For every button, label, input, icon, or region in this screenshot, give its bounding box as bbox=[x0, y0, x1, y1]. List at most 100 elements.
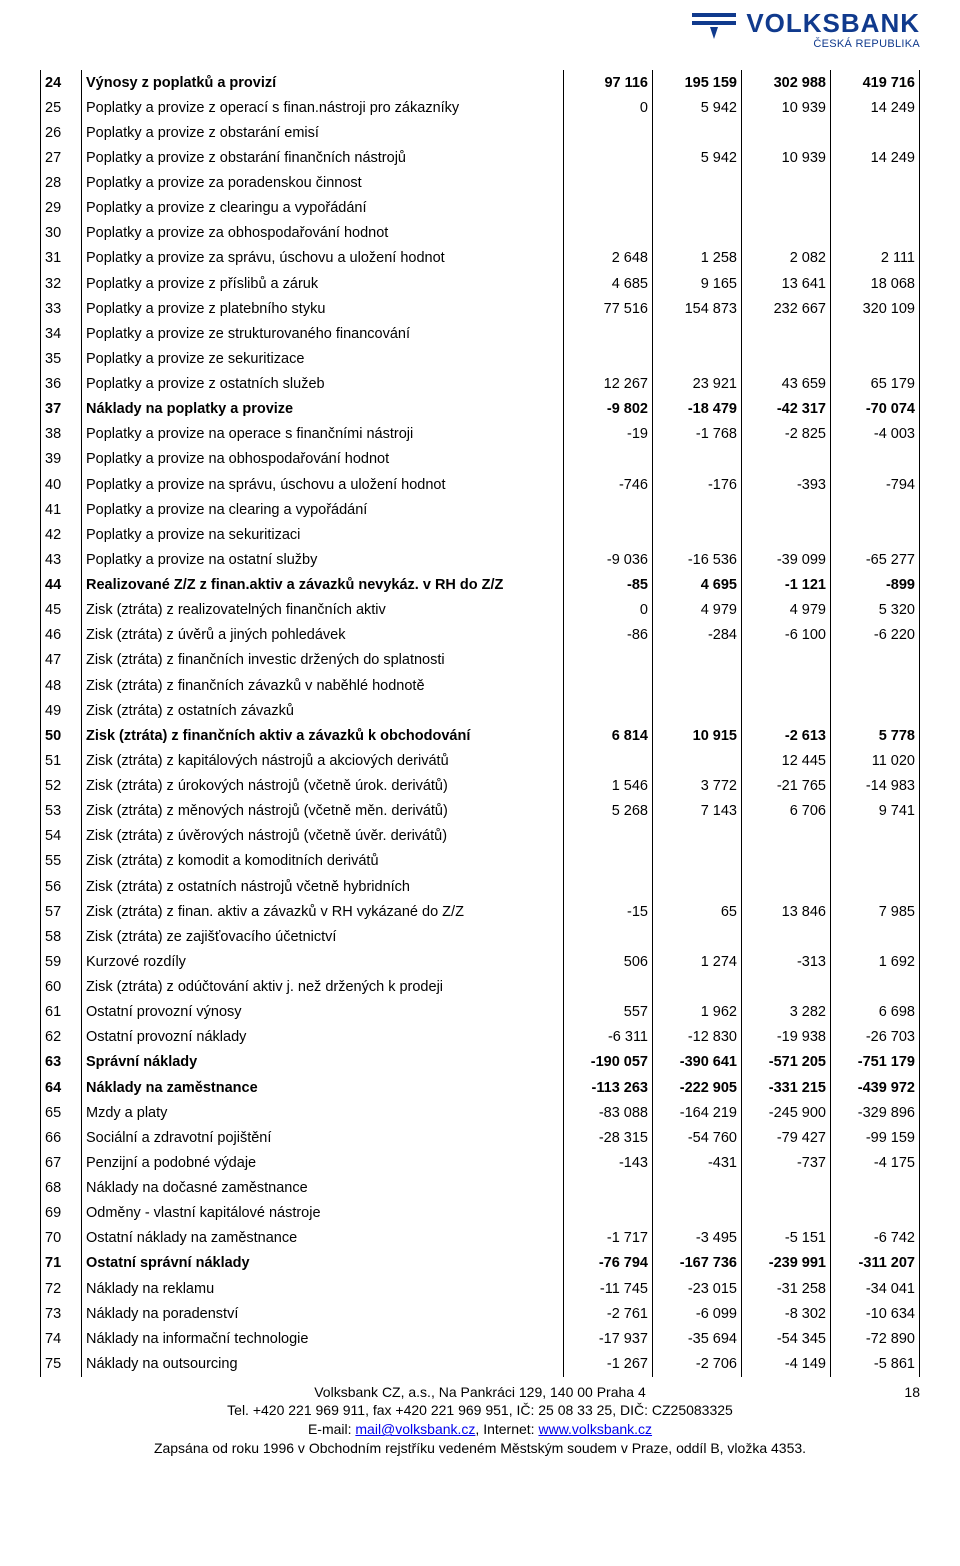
table-row: 53Zisk (ztráta) z měnových nástrojů (vče… bbox=[41, 799, 920, 824]
row-value: -19 bbox=[564, 422, 653, 447]
footer-email-link[interactable]: mail@volksbank.cz bbox=[355, 1421, 475, 1437]
row-value bbox=[653, 673, 742, 698]
row-value: 12 445 bbox=[742, 748, 831, 773]
row-value: 5 320 bbox=[831, 598, 920, 623]
table-row: 33Poplatky a provize z platebního styku7… bbox=[41, 296, 920, 321]
row-label: Sociální a zdravotní pojištění bbox=[82, 1125, 564, 1150]
row-value bbox=[742, 698, 831, 723]
row-value: 9 741 bbox=[831, 799, 920, 824]
row-value bbox=[831, 975, 920, 1000]
row-value bbox=[831, 1176, 920, 1201]
table-row: 38Poplatky a provize na operace s finanč… bbox=[41, 422, 920, 447]
table-row: 71Ostatní správní náklady-76 794-167 736… bbox=[41, 1251, 920, 1276]
row-value: -313 bbox=[742, 949, 831, 974]
row-value bbox=[564, 1201, 653, 1226]
row-value bbox=[742, 924, 831, 949]
row-value: 12 267 bbox=[564, 372, 653, 397]
row-number: 44 bbox=[41, 573, 82, 598]
row-number: 26 bbox=[41, 120, 82, 145]
table-row: 63Správní náklady-190 057-390 641-571 20… bbox=[41, 1050, 920, 1075]
row-value bbox=[653, 924, 742, 949]
row-value bbox=[831, 824, 920, 849]
row-number: 36 bbox=[41, 372, 82, 397]
row-value: -2 613 bbox=[742, 723, 831, 748]
row-number: 37 bbox=[41, 397, 82, 422]
row-value bbox=[564, 120, 653, 145]
row-value: -751 179 bbox=[831, 1050, 920, 1075]
table-row: 54Zisk (ztráta) z úvěrových nástrojů (vč… bbox=[41, 824, 920, 849]
row-number: 42 bbox=[41, 522, 82, 547]
table-row: 37Náklady na poplatky a provize-9 802-18… bbox=[41, 397, 920, 422]
row-number: 52 bbox=[41, 774, 82, 799]
table-row: 34Poplatky a provize ze strukturovaného … bbox=[41, 321, 920, 346]
row-value bbox=[653, 748, 742, 773]
row-value bbox=[564, 321, 653, 346]
row-label: Poplatky a provize z příslibů a záruk bbox=[82, 271, 564, 296]
row-value: 65 bbox=[653, 899, 742, 924]
row-value: -5 151 bbox=[742, 1226, 831, 1251]
row-number: 75 bbox=[41, 1351, 82, 1376]
row-value: 0 bbox=[564, 598, 653, 623]
row-value: -6 311 bbox=[564, 1025, 653, 1050]
table-row: 40Poplatky a provize na správu, úschovu … bbox=[41, 472, 920, 497]
row-number: 41 bbox=[41, 497, 82, 522]
row-value: -12 830 bbox=[653, 1025, 742, 1050]
row-value: -42 317 bbox=[742, 397, 831, 422]
row-value: -72 890 bbox=[831, 1326, 920, 1351]
row-value bbox=[742, 975, 831, 1000]
row-value bbox=[831, 648, 920, 673]
row-value bbox=[653, 346, 742, 371]
row-value bbox=[742, 171, 831, 196]
row-value bbox=[564, 171, 653, 196]
row-value bbox=[564, 196, 653, 221]
table-row: 60Zisk (ztráta) z odúčtování aktiv j. ne… bbox=[41, 975, 920, 1000]
row-number: 53 bbox=[41, 799, 82, 824]
row-value: 154 873 bbox=[653, 296, 742, 321]
row-number: 31 bbox=[41, 246, 82, 271]
row-value: 5 268 bbox=[564, 799, 653, 824]
row-value: 232 667 bbox=[742, 296, 831, 321]
row-value: -329 896 bbox=[831, 1100, 920, 1125]
row-number: 68 bbox=[41, 1176, 82, 1201]
table-row: 58Zisk (ztráta) ze zajišťovacího účetnic… bbox=[41, 924, 920, 949]
row-value bbox=[742, 120, 831, 145]
row-label: Správní náklady bbox=[82, 1050, 564, 1075]
row-value bbox=[564, 975, 653, 1000]
table-row: 42Poplatky a provize na sekuritizaci bbox=[41, 522, 920, 547]
table-row: 75Náklady na outsourcing-1 267-2 706-4 1… bbox=[41, 1351, 920, 1376]
row-value: -2 825 bbox=[742, 422, 831, 447]
row-value: -65 277 bbox=[831, 547, 920, 572]
table-row: 25Poplatky a provize z operací s finan.n… bbox=[41, 95, 920, 120]
row-value bbox=[653, 824, 742, 849]
row-label: Poplatky a provize za poradenskou činnos… bbox=[82, 171, 564, 196]
row-value: -35 694 bbox=[653, 1326, 742, 1351]
row-number: 63 bbox=[41, 1050, 82, 1075]
row-value: -1 121 bbox=[742, 573, 831, 598]
row-value bbox=[564, 145, 653, 170]
row-value bbox=[831, 849, 920, 874]
row-value: -54 345 bbox=[742, 1326, 831, 1351]
row-value: 5 778 bbox=[831, 723, 920, 748]
row-number: 74 bbox=[41, 1326, 82, 1351]
row-value: -190 057 bbox=[564, 1050, 653, 1075]
table-row: 30Poplatky a provize za obhospodařování … bbox=[41, 221, 920, 246]
table-row: 64Náklady na zaměstnance-113 263-222 905… bbox=[41, 1075, 920, 1100]
row-number: 59 bbox=[41, 949, 82, 974]
table-row: 45Zisk (ztráta) z realizovatelných finan… bbox=[41, 598, 920, 623]
row-value bbox=[653, 1176, 742, 1201]
row-value: -99 159 bbox=[831, 1125, 920, 1150]
row-label: Ostatní provozní výnosy bbox=[82, 1000, 564, 1025]
row-label: Náklady na reklamu bbox=[82, 1276, 564, 1301]
row-value bbox=[653, 497, 742, 522]
row-value: 1 962 bbox=[653, 1000, 742, 1025]
table-row: 27Poplatky a provize z obstarání finančn… bbox=[41, 145, 920, 170]
row-label: Výnosy z poplatků a provizí bbox=[82, 70, 564, 95]
row-value bbox=[653, 321, 742, 346]
row-value bbox=[742, 321, 831, 346]
footer-web-link[interactable]: www.volksbank.cz bbox=[538, 1421, 652, 1437]
row-value bbox=[653, 196, 742, 221]
row-number: 55 bbox=[41, 849, 82, 874]
row-label: Poplatky a provize za obhospodařování ho… bbox=[82, 221, 564, 246]
row-number: 38 bbox=[41, 422, 82, 447]
row-number: 62 bbox=[41, 1025, 82, 1050]
